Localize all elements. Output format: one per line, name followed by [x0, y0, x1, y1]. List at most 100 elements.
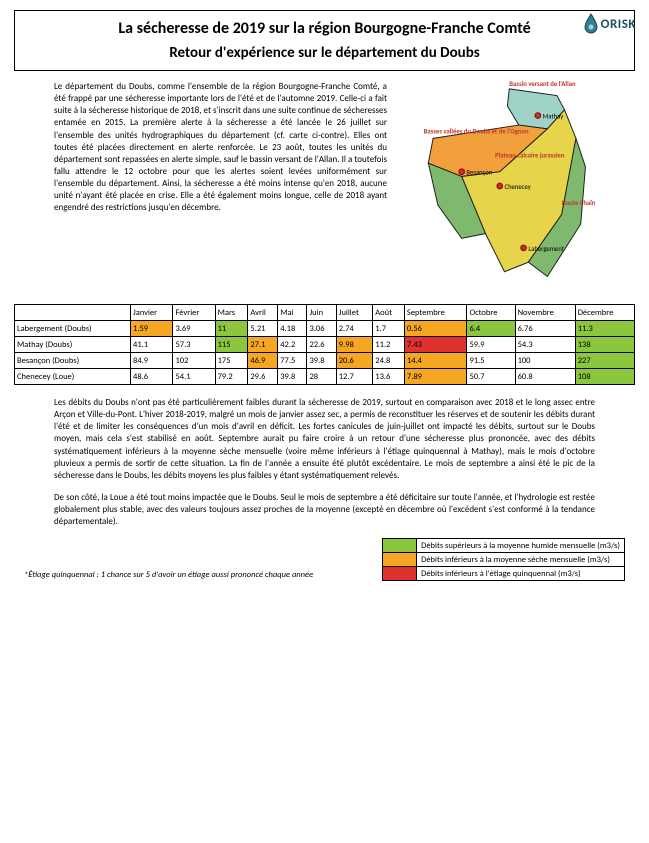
data-cell: 11.2	[373, 337, 405, 353]
data-cell: 39.8	[307, 353, 336, 369]
data-cell: 138	[575, 337, 634, 353]
table-header-cell: Mars	[215, 305, 248, 321]
table-header-cell: Juin	[307, 305, 336, 321]
data-cell: 9.98	[336, 337, 373, 353]
city-marker	[459, 169, 465, 175]
data-cell: 79.2	[215, 369, 248, 385]
legend-text: Débits inférieurs à l'étiage quinquennal…	[417, 567, 625, 581]
data-cell: 3.06	[307, 321, 336, 337]
data-cell: 50.7	[467, 369, 515, 385]
data-cell: 84.9	[131, 353, 173, 369]
footer-row: *Étiage quinquennal : 1 chance sur 5 d'a…	[14, 538, 635, 581]
page: ORISK La sécheresse de 2019 sur la régio…	[0, 0, 649, 591]
data-cell: 59.9	[467, 337, 515, 353]
city-label: Besançon	[466, 169, 492, 177]
data-cell: 227	[575, 353, 634, 369]
city-label: Mathay	[543, 112, 564, 120]
row-label: Mathay (Doubs)	[15, 337, 131, 353]
data-cell: 20.6	[336, 353, 373, 369]
header-box: ORISK La sécheresse de 2019 sur la régio…	[14, 10, 635, 71]
data-cell: 54.1	[173, 369, 215, 385]
table-header-cell: Septembre	[404, 305, 467, 321]
table-row: Chenecey (Loue)48.654.179.229.639.82812.…	[15, 369, 635, 385]
legend-row: Débits supérieurs à la moyenne humide me…	[383, 539, 625, 553]
legend-table: Débits supérieurs à la moyenne humide me…	[382, 538, 625, 581]
data-cell: 48.6	[131, 369, 173, 385]
data-cell: 0.56	[404, 321, 467, 337]
intro-row: Le département du Doubs, comme l'ensembl…	[14, 81, 635, 294]
data-cell: 4.18	[278, 321, 307, 337]
data-cell: 5.21	[248, 321, 278, 337]
row-label: Chenecey (Loue)	[15, 369, 131, 385]
legend-swatch	[383, 553, 417, 567]
intro-paragraph: Le département du Doubs, comme l'ensembl…	[54, 81, 387, 294]
data-cell: 60.8	[515, 369, 575, 385]
map-container: Bassin versant de l'AllanBasses vallées …	[395, 81, 595, 294]
row-label: Labergement (Doubs)	[15, 321, 131, 337]
data-cell: 7.89	[404, 369, 467, 385]
data-cell: 24.8	[373, 353, 405, 369]
title-2: Retour d'expérience sur le département d…	[45, 44, 604, 62]
data-cell: 28	[307, 369, 336, 385]
data-cell: 39.8	[278, 369, 307, 385]
table-header-cell: Juillet	[336, 305, 373, 321]
table-header-cell: Août	[373, 305, 405, 321]
map-label: Haute Chaîne	[562, 199, 595, 207]
data-cell: 115	[215, 337, 248, 353]
data-cell: 3.69	[173, 321, 215, 337]
data-cell: 77.5	[278, 353, 307, 369]
table-row: Mathay (Doubs)41.157.311527.142.222.69.9…	[15, 337, 635, 353]
city-label: Chenecey	[505, 183, 531, 191]
legend-swatch	[383, 539, 417, 553]
data-cell: 46.9	[248, 353, 278, 369]
table-header-cell: Novembre	[515, 305, 575, 321]
map-label: Bassin versant de l'Allan	[509, 81, 576, 88]
data-cell: 100	[515, 353, 575, 369]
city-marker	[521, 245, 527, 251]
droplet-icon	[583, 13, 599, 35]
logo-text: ORISK	[601, 17, 636, 32]
data-cell: 2.74	[336, 321, 373, 337]
map-label: Plateau calcaire jurassien	[495, 151, 565, 159]
row-label: Besançon (Doubs)	[15, 353, 131, 369]
data-cell: 12.7	[336, 369, 373, 385]
data-cell: 14.4	[404, 353, 467, 369]
footnote: *Étiage quinquennal : 1 chance sur 5 d'a…	[24, 570, 372, 581]
flow-table: JanvierFévrierMarsAvrilMaiJuinJuilletAoû…	[14, 304, 635, 385]
legend-row: Débits inférieurs à l'étiage quinquennal…	[383, 567, 625, 581]
data-cell: 29.6	[248, 369, 278, 385]
legend-text: Débits supérieurs à la moyenne humide me…	[417, 539, 625, 553]
paragraph-2: Les débits du Doubs n'ont pas été partic…	[14, 397, 635, 482]
data-cell: 22.6	[307, 337, 336, 353]
data-cell: 1.7	[373, 321, 405, 337]
city-marker	[497, 183, 503, 189]
table-row: Labergement (Doubs)1.593.69115.214.183.0…	[15, 321, 635, 337]
table-header-cell	[15, 305, 131, 321]
logo: ORISK	[583, 13, 636, 35]
data-cell: 54.3	[515, 337, 575, 353]
data-cell: 7.43	[404, 337, 467, 353]
data-cell: 11	[215, 321, 248, 337]
data-cell: 11.3	[575, 321, 634, 337]
data-cell: 27.1	[248, 337, 278, 353]
data-cell: 175	[215, 353, 248, 369]
table-header-cell: Avril	[248, 305, 278, 321]
city-label: Labergement	[528, 245, 564, 253]
table-header-row: JanvierFévrierMarsAvrilMaiJuinJuilletAoû…	[15, 305, 635, 321]
data-cell: 1.59	[131, 321, 173, 337]
department-map: Bassin versant de l'AllanBasses vallées …	[395, 81, 595, 291]
paragraph-3: De son côté, la Loue a été tout moins im…	[14, 492, 635, 528]
data-cell: 6.4	[467, 321, 515, 337]
legend-swatch	[383, 567, 417, 581]
legend-text: Débits inférieurs à la moyenne sèche men…	[417, 553, 625, 567]
title-1: La sécheresse de 2019 sur la région Bour…	[45, 19, 604, 38]
data-cell: 57.3	[173, 337, 215, 353]
city-marker	[535, 113, 541, 119]
data-cell: 91.5	[467, 353, 515, 369]
table-header-cell: Mai	[278, 305, 307, 321]
data-cell: 13.6	[373, 369, 405, 385]
data-cell: 6.76	[515, 321, 575, 337]
table-header-cell: Décembre	[575, 305, 634, 321]
data-cell: 108	[575, 369, 634, 385]
legend-row: Débits inférieurs à la moyenne sèche men…	[383, 553, 625, 567]
